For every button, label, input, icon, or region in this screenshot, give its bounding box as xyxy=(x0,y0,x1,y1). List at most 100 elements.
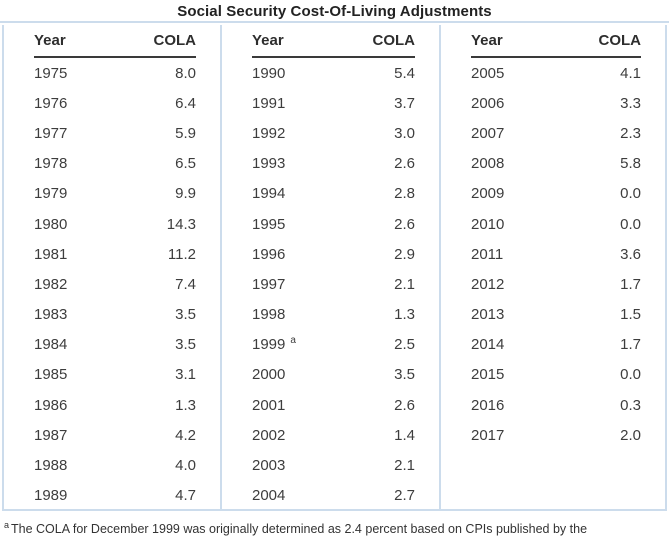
table-row: 1995 2.6 xyxy=(252,209,415,239)
table-row: 1992 3.0 xyxy=(252,118,415,148)
table-row: 2002 1.4 xyxy=(252,420,415,450)
cola-column-header: COLA xyxy=(153,32,197,49)
year-cell: 2015 xyxy=(471,366,505,384)
year-cell: 2013 xyxy=(471,306,505,324)
year-cell: 1984 xyxy=(34,336,68,354)
year-cell: 1992 xyxy=(252,124,286,142)
table-row: 1975 8.0 xyxy=(34,58,196,88)
year-cell: 2017 xyxy=(471,426,505,444)
cola-cell: 4.2 xyxy=(175,426,196,444)
year-cell: 2003 xyxy=(252,457,286,475)
table-row: 1988 4.0 xyxy=(34,450,196,480)
cola-cell: 2.6 xyxy=(394,155,415,173)
year-cell: 1986 xyxy=(34,396,68,414)
cola-cell: 4.0 xyxy=(175,457,196,475)
table-row: 2007 2.3 xyxy=(471,118,641,148)
table-row: 1999 a 2.5 xyxy=(252,330,415,360)
year-cell: 2005 xyxy=(471,64,505,82)
table-header-row: Year COLA xyxy=(471,25,641,58)
cola-cell: 1.3 xyxy=(175,396,196,414)
table-header-row: Year COLA xyxy=(252,25,415,58)
cola-cell: 9.9 xyxy=(175,185,196,203)
year-cell: 1995 xyxy=(252,215,286,233)
cola-table: Year COLA 1975 8.0 1976 6.4 1977 5.9 197… xyxy=(2,25,667,511)
cola-cell: 0.0 xyxy=(620,185,641,203)
table-row: 1994 2.8 xyxy=(252,179,415,209)
table-row: 2009 0.0 xyxy=(471,179,641,209)
table-row: 2017 2.0 xyxy=(471,420,641,450)
cola-cell: 2.9 xyxy=(394,245,415,263)
table-header-row: Year COLA xyxy=(34,25,196,58)
cola-cell: 3.7 xyxy=(394,94,415,112)
cola-cell: 2.1 xyxy=(394,275,415,293)
year-cell: 2016 xyxy=(471,396,505,414)
year-cell: 1998 xyxy=(252,306,286,324)
cola-cell: 1.7 xyxy=(620,336,641,354)
table-row: 1991 3.7 xyxy=(252,88,415,118)
table-row: 2006 3.3 xyxy=(471,88,641,118)
table-row: 2016 0.3 xyxy=(471,390,641,420)
year-cell: 1988 xyxy=(34,457,68,475)
year-cell: 2014 xyxy=(471,336,505,354)
table-row: 1993 2.6 xyxy=(252,149,415,179)
year-cell: 2010 xyxy=(471,215,505,233)
table-row: 2000 3.5 xyxy=(252,360,415,390)
year-cell: 2009 xyxy=(471,185,505,203)
table-row: 2013 1.5 xyxy=(471,300,641,330)
year-cell: 1977 xyxy=(34,124,68,142)
cola-cell: 8.0 xyxy=(175,64,196,82)
year-cell: 2008 xyxy=(471,155,505,173)
table-row: 2015 0.0 xyxy=(471,360,641,390)
table-row: 1982 7.4 xyxy=(34,269,196,299)
page-title: Social Security Cost-Of-Living Adjustmen… xyxy=(177,3,492,20)
year-cell: 2004 xyxy=(252,487,286,505)
cola-column-header: COLA xyxy=(372,32,416,49)
cola-cell: 1.5 xyxy=(620,306,641,324)
table-row: 2004 2.7 xyxy=(252,481,415,509)
cola-cell: 4.1 xyxy=(620,64,641,82)
table-row: 1981 11.2 xyxy=(34,239,196,269)
year-cell: 1976 xyxy=(34,94,68,112)
table-panel-1975-1989: Year COLA 1975 8.0 1976 6.4 1977 5.9 197… xyxy=(4,25,220,509)
year-cell: 2000 xyxy=(252,366,286,384)
table-body: 2005 4.1 2006 3.3 2007 2.3 2008 5.8 2009… xyxy=(471,58,641,450)
year-cell: 2006 xyxy=(471,94,505,112)
year-cell: 2012 xyxy=(471,275,505,293)
cola-cell: 2.6 xyxy=(394,215,415,233)
year-column-header: Year xyxy=(252,32,284,49)
year-cell: 1975 xyxy=(34,64,68,82)
cola-cell: 5.4 xyxy=(394,64,415,82)
title-divider xyxy=(0,21,669,23)
year-cell: 1980 xyxy=(34,215,68,233)
year-cell: 1979 xyxy=(34,185,68,203)
year-cell: 2001 xyxy=(252,396,286,414)
table-row: 1989 4.7 xyxy=(34,481,196,509)
cola-cell: 1.7 xyxy=(620,275,641,293)
cola-cell: 0.0 xyxy=(620,366,641,384)
cola-cell: 1.4 xyxy=(394,426,415,444)
table-row: 2014 1.7 xyxy=(471,330,641,360)
cola-cell: 3.5 xyxy=(394,366,415,384)
table-row: 1996 2.9 xyxy=(252,239,415,269)
year-cell: 1999 a xyxy=(252,335,296,354)
year-cell: 2007 xyxy=(471,124,505,142)
table-row: 1985 3.1 xyxy=(34,360,196,390)
table-row: 2003 2.1 xyxy=(252,450,415,480)
table-row: 1983 3.5 xyxy=(34,300,196,330)
table-panel-1990-2004: Year COLA 1990 5.4 1991 3.7 1992 3.0 199… xyxy=(220,25,439,509)
table-row: 2008 5.8 xyxy=(471,149,641,179)
year-cell: 1982 xyxy=(34,275,68,293)
year-cell: 1978 xyxy=(34,155,68,173)
cola-cell: 0.3 xyxy=(620,396,641,414)
cola-cell: 2.8 xyxy=(394,185,415,203)
table-row: 1986 1.3 xyxy=(34,390,196,420)
year-cell: 1991 xyxy=(252,94,286,112)
cola-cell: 3.0 xyxy=(394,124,415,142)
cola-cell: 0.0 xyxy=(620,215,641,233)
cola-cell: 3.1 xyxy=(175,366,196,384)
footnote: a The COLA for December 1999 was original… xyxy=(4,518,663,537)
cola-cell: 2.1 xyxy=(394,457,415,475)
cola-cell: 6.5 xyxy=(175,155,196,173)
table-row: 1976 6.4 xyxy=(34,88,196,118)
year-cell: 1985 xyxy=(34,366,68,384)
